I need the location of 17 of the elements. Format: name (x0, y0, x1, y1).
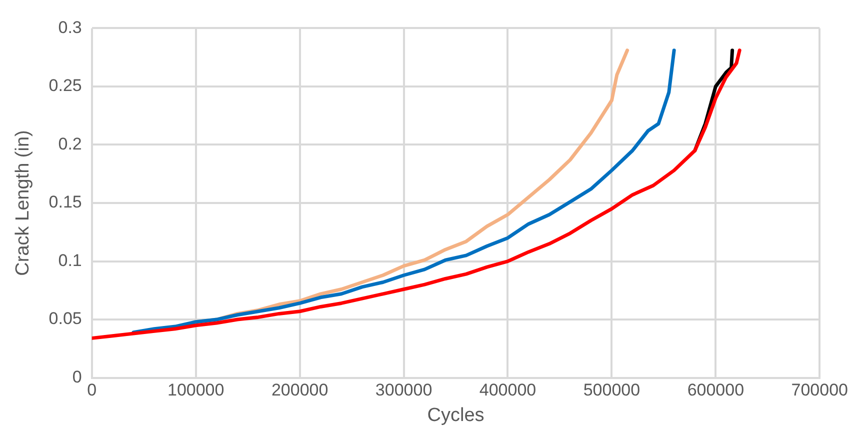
x-tick-label: 500000 (583, 380, 640, 400)
x-tick-label: 100000 (167, 380, 224, 400)
x-tick-label: 200000 (271, 380, 328, 400)
y-tick-label: 0.25 (48, 76, 82, 96)
x-tick-label: 400000 (479, 380, 536, 400)
x-tick-label: 0 (87, 380, 97, 400)
x-tick-label: 700000 (791, 380, 848, 400)
y-tick-label: 0.1 (58, 250, 82, 270)
y-tick-label: 0.15 (48, 192, 82, 212)
y-tick-label: 0 (72, 367, 82, 386)
y-tick-label: 0.05 (48, 309, 82, 328)
x-axis-title: Cycles (427, 404, 484, 426)
y-axis-title: Crack Length (in) (12, 130, 34, 276)
x-tick-label: 600000 (687, 380, 744, 400)
x-tick-label: 300000 (375, 380, 432, 400)
y-tick-label: 0.2 (58, 134, 82, 154)
y-tick-label: 0.3 (58, 18, 82, 37)
